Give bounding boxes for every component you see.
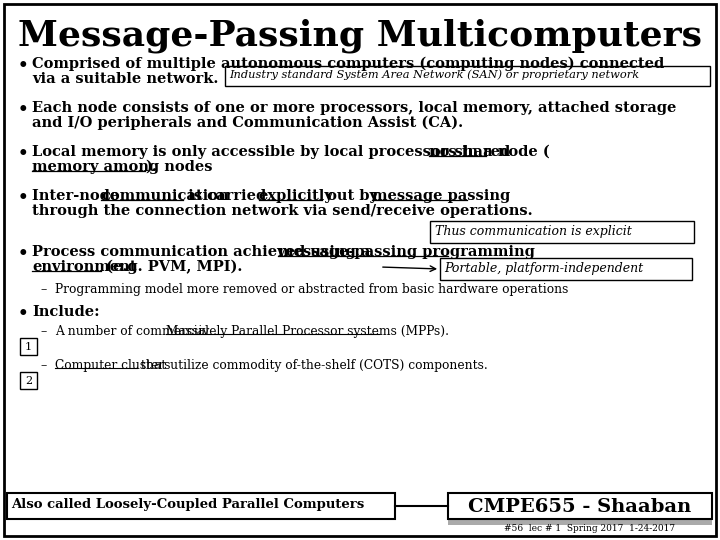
Text: •: • xyxy=(18,145,29,162)
Bar xyxy=(20,338,37,355)
Text: –: – xyxy=(40,359,46,372)
Text: (e.g. PVM, MPI).: (e.g. PVM, MPI). xyxy=(102,260,243,274)
Text: explicitly: explicitly xyxy=(258,189,333,203)
Bar xyxy=(430,221,694,243)
Bar xyxy=(448,496,712,525)
Text: Massively Parallel Processor systems (MPPs).: Massively Parallel Processor systems (MP… xyxy=(166,325,449,338)
Text: Thus communication is explicit: Thus communication is explicit xyxy=(435,225,631,238)
Text: –: – xyxy=(40,325,46,338)
Text: that utilize commodity of-the-shelf (COTS) components.: that utilize commodity of-the-shelf (COT… xyxy=(138,359,488,372)
Text: Computer clusters: Computer clusters xyxy=(55,359,171,372)
Text: Process communication achieved using a: Process communication achieved using a xyxy=(32,245,376,259)
Text: •: • xyxy=(18,189,29,206)
Text: Include:: Include: xyxy=(32,305,99,319)
Text: •: • xyxy=(18,245,29,262)
Text: environment: environment xyxy=(32,260,137,274)
Text: memory among nodes: memory among nodes xyxy=(32,160,212,174)
Text: and I/O peripherals and Communication Assist (CA).: and I/O peripherals and Communication As… xyxy=(32,116,463,130)
Text: CMPE655 - Shaaban: CMPE655 - Shaaban xyxy=(469,498,692,516)
Text: message-passing programming: message-passing programming xyxy=(278,245,534,259)
Text: –: – xyxy=(40,283,46,296)
Text: •: • xyxy=(18,101,29,118)
Text: Local memory is only accessible by local processors in a node (: Local memory is only accessible by local… xyxy=(32,145,550,159)
Text: #56  lec # 1  Spring 2017  1-24-2017: #56 lec # 1 Spring 2017 1-24-2017 xyxy=(505,524,675,533)
Text: Also called Loosely-Coupled Parallel Computers: Also called Loosely-Coupled Parallel Com… xyxy=(11,498,364,511)
Text: 1: 1 xyxy=(25,341,32,352)
Text: Portable, platform-independent: Portable, platform-independent xyxy=(444,262,643,275)
Text: 2: 2 xyxy=(25,375,32,386)
Text: message passing: message passing xyxy=(372,189,510,203)
Text: is carried: is carried xyxy=(183,189,271,203)
Text: Message-Passing Multicomputers: Message-Passing Multicomputers xyxy=(18,19,702,53)
Text: A number of commercial: A number of commercial xyxy=(55,325,213,338)
Bar xyxy=(7,493,395,519)
Text: •: • xyxy=(18,57,29,74)
Text: ).: ). xyxy=(145,160,157,174)
Text: Comprised of multiple autonomous computers (computing nodes) connected: Comprised of multiple autonomous compute… xyxy=(32,57,665,71)
Text: no shared: no shared xyxy=(429,145,510,159)
Text: communication: communication xyxy=(102,189,229,203)
Text: via a suitable network.: via a suitable network. xyxy=(32,72,218,86)
Text: out by: out by xyxy=(322,189,383,203)
Text: through the connection network via send/receive operations.: through the connection network via send/… xyxy=(32,204,533,218)
Bar xyxy=(448,493,712,519)
Bar xyxy=(20,372,37,389)
Text: Inter-node: Inter-node xyxy=(32,189,125,203)
Bar xyxy=(440,258,692,280)
Text: Industry standard System Area Network (SAN) or proprietary network: Industry standard System Area Network (S… xyxy=(229,69,639,79)
Text: •: • xyxy=(18,305,29,322)
Bar xyxy=(225,66,710,86)
Text: Each node consists of one or more processors, local memory, attached storage: Each node consists of one or more proces… xyxy=(32,101,676,115)
Text: Programming model more removed or abstracted from basic hardware operations: Programming model more removed or abstra… xyxy=(55,283,568,296)
